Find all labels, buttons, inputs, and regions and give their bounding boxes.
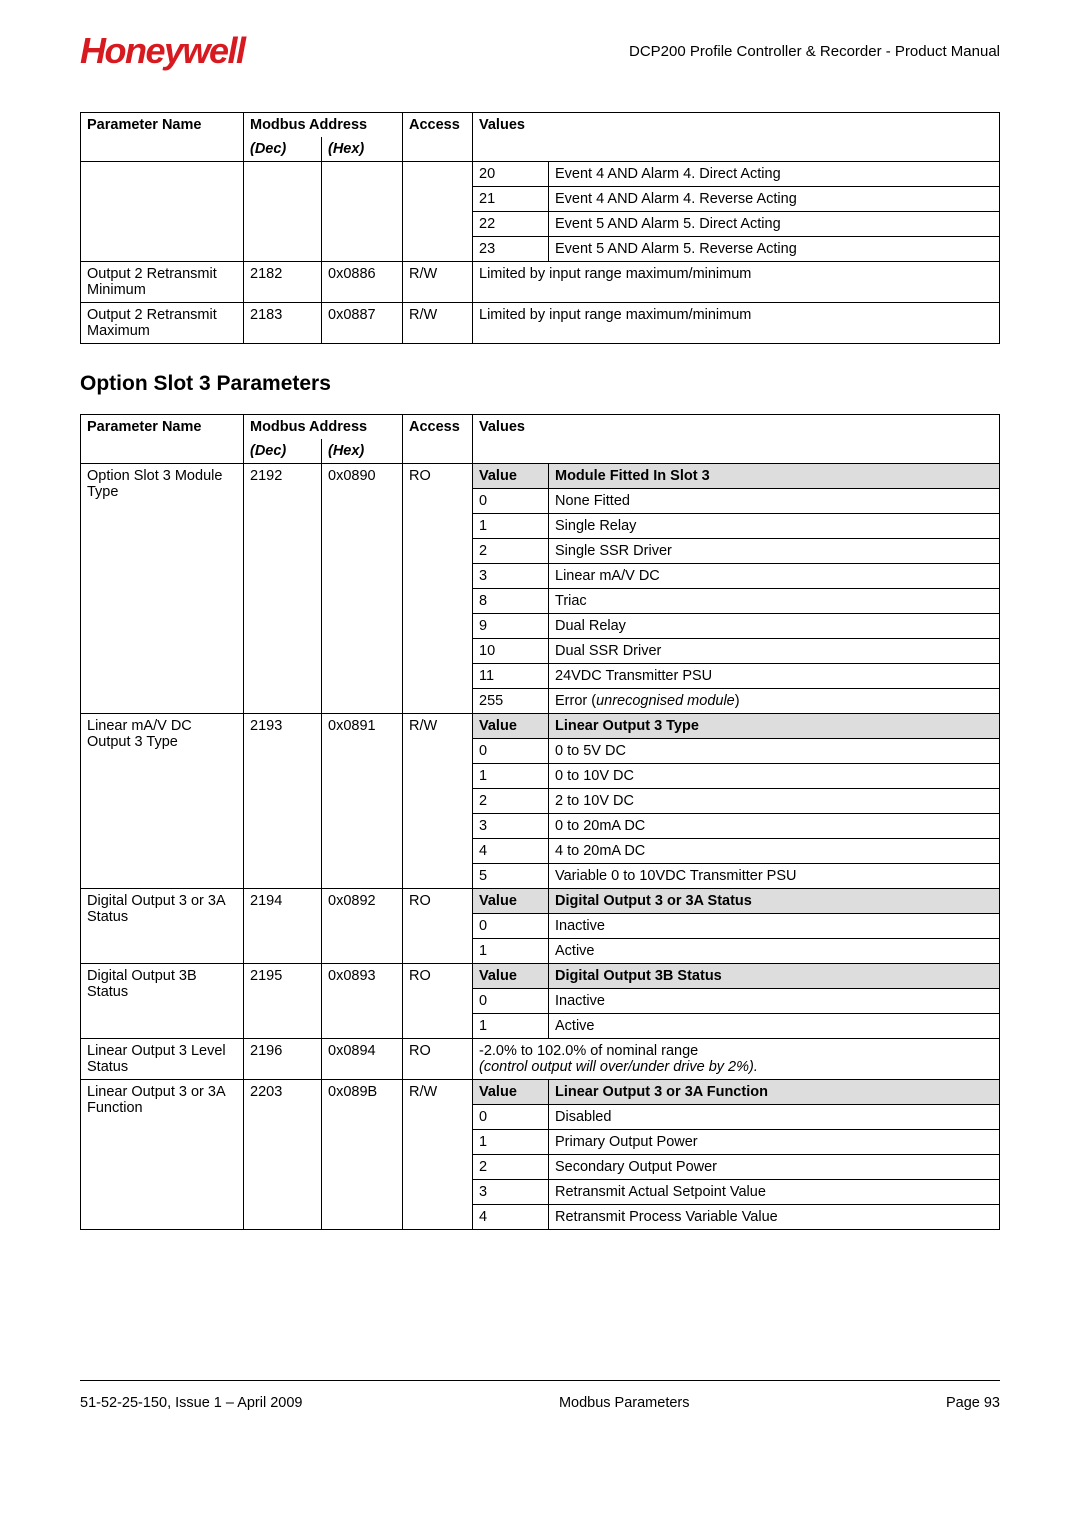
table-row: Output 2 Retransmit Maximum 2183 0x0887 … bbox=[81, 303, 1000, 344]
table-row: 20 Event 4 AND Alarm 4. Direct Acting bbox=[81, 162, 1000, 187]
table-row: Option Slot 3 Module Type 2192 0x0890 RO… bbox=[81, 464, 1000, 489]
table-row: Linear Output 3 Level Status 2196 0x0894… bbox=[81, 1039, 1000, 1080]
th-param: Parameter Name bbox=[81, 415, 244, 464]
th-access: Access bbox=[403, 113, 473, 162]
th-values: Values bbox=[473, 113, 1000, 162]
th-values: Values bbox=[473, 415, 1000, 464]
table-row: Digital Output 3 or 3A Status 2194 0x089… bbox=[81, 889, 1000, 914]
table-row: Digital Output 3B Status 2195 0x0893 RO … bbox=[81, 964, 1000, 989]
th-modbus: Modbus Address bbox=[244, 415, 403, 440]
th-hex: (Hex) bbox=[322, 137, 403, 162]
th-dec: (Dec) bbox=[244, 439, 322, 464]
th-param: Parameter Name bbox=[81, 113, 244, 162]
footer-divider bbox=[80, 1380, 1000, 1381]
th-dec: (Dec) bbox=[244, 137, 322, 162]
table-row: Output 2 Retransmit Minimum 2182 0x0886 … bbox=[81, 262, 1000, 303]
table-row: Linear mA/V DC Output 3 Type 2193 0x0891… bbox=[81, 714, 1000, 739]
table-row: Linear Output 3 or 3A Function 2203 0x08… bbox=[81, 1080, 1000, 1105]
th-access: Access bbox=[403, 415, 473, 464]
page-footer: 51-52-25-150, Issue 1 – April 2009 Modbu… bbox=[80, 1395, 1000, 1411]
th-modbus: Modbus Address bbox=[244, 113, 403, 138]
footer-center: Modbus Parameters bbox=[559, 1395, 690, 1411]
footer-left: 51-52-25-150, Issue 1 – April 2009 bbox=[80, 1395, 302, 1411]
section-heading: Option Slot 3 Parameters bbox=[80, 372, 1000, 396]
modbus-table-2: Parameter Name Modbus Address Access Val… bbox=[80, 414, 1000, 1230]
th-hex: (Hex) bbox=[322, 439, 403, 464]
footer-right: Page 93 bbox=[946, 1395, 1000, 1411]
honeywell-logo: Honeywell bbox=[80, 30, 245, 72]
page-header: Honeywell DCP200 Profile Controller & Re… bbox=[80, 30, 1000, 72]
manual-title: DCP200 Profile Controller & Recorder - P… bbox=[629, 43, 1000, 60]
modbus-table-1: Parameter Name Modbus Address Access Val… bbox=[80, 112, 1000, 344]
